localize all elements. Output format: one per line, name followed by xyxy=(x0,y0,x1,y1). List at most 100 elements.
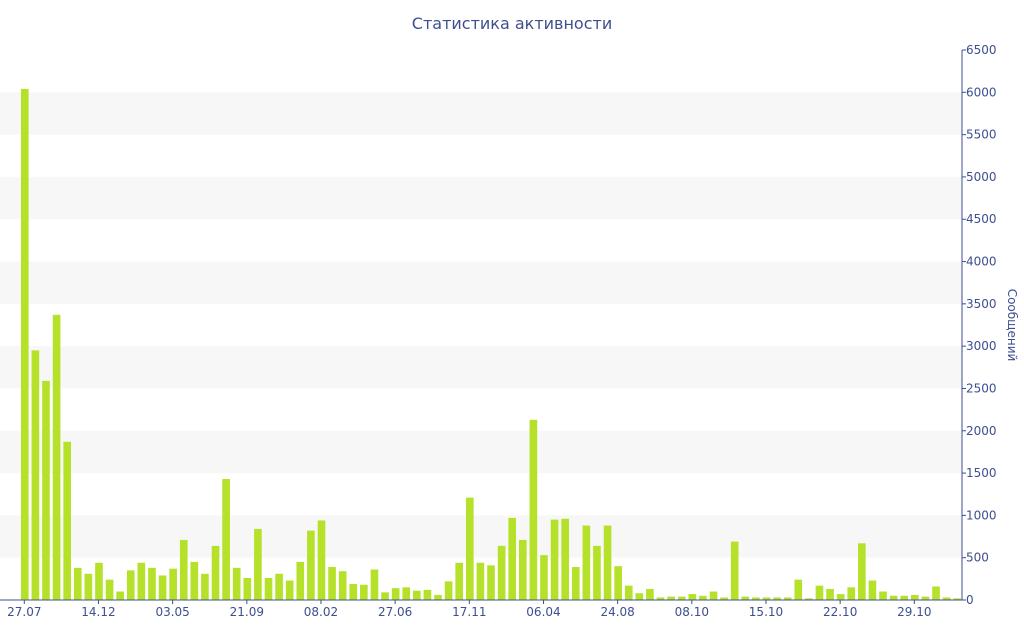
bar xyxy=(360,584,368,600)
y-tick-label: 4000 xyxy=(966,255,997,269)
bar xyxy=(42,380,50,600)
grid-band xyxy=(0,346,962,389)
bar xyxy=(31,350,40,600)
x-tick-label: 22.10 xyxy=(823,605,857,619)
bar xyxy=(317,520,326,600)
bar xyxy=(656,597,665,600)
grid-band xyxy=(0,176,962,220)
bar xyxy=(232,567,241,600)
y-tick-label: 1500 xyxy=(966,466,997,480)
bar xyxy=(285,580,294,600)
y-axis-title: Сообщений xyxy=(1005,289,1019,362)
y-tick-label: 4500 xyxy=(966,212,997,226)
bar xyxy=(497,545,506,600)
bar xyxy=(932,586,940,600)
y-tick-label: 6500 xyxy=(966,43,997,57)
x-tick-label: 24.08 xyxy=(600,605,634,619)
bar xyxy=(582,525,591,600)
bar xyxy=(349,583,358,600)
bar xyxy=(487,565,495,600)
bar xyxy=(179,539,188,600)
x-tick-label: 08.02 xyxy=(304,605,338,619)
bar xyxy=(593,545,601,600)
bar xyxy=(858,543,866,600)
bar xyxy=(709,591,718,600)
x-tick-label: 27.07 xyxy=(7,605,41,619)
bar xyxy=(116,591,124,600)
x-tick-label: 27.06 xyxy=(378,605,412,619)
bar xyxy=(307,530,315,600)
bar xyxy=(243,578,252,600)
bar xyxy=(73,567,82,600)
y-tick-label: 1000 xyxy=(966,508,997,522)
bar xyxy=(571,567,580,600)
x-axis-ticks: 27.07 14.12 03.05 21.09 08.02 27.06 17.11 06.04… xyxy=(7,600,931,619)
bar xyxy=(720,597,728,600)
bar xyxy=(550,519,559,600)
bar xyxy=(688,594,697,600)
y-tick-label: 2000 xyxy=(966,424,997,438)
bar xyxy=(942,597,951,600)
bar xyxy=(105,579,114,600)
bar xyxy=(805,598,813,600)
y-tick-label: 5500 xyxy=(966,128,997,142)
x-tick-label: 15.10 xyxy=(749,605,783,619)
bar xyxy=(254,528,262,600)
bar xyxy=(635,593,644,600)
bar xyxy=(211,545,220,600)
bar xyxy=(63,441,71,600)
bar xyxy=(20,88,29,601)
bar xyxy=(402,587,411,600)
y-tick-label: 0 xyxy=(966,593,974,607)
x-tick-label: 21.09 xyxy=(230,605,264,619)
bar xyxy=(529,419,538,600)
grid-bands xyxy=(0,92,962,558)
bar xyxy=(158,575,167,600)
bar xyxy=(911,594,919,600)
grid-band xyxy=(0,261,962,304)
bar xyxy=(476,562,485,600)
y-tick-label: 2500 xyxy=(966,381,997,395)
bar xyxy=(455,562,464,600)
bar xyxy=(868,580,877,600)
bar xyxy=(762,597,771,600)
bar xyxy=(836,594,845,600)
bar xyxy=(953,598,962,600)
bar xyxy=(84,573,93,600)
bar xyxy=(614,566,622,600)
bar xyxy=(381,592,389,600)
bar xyxy=(328,567,336,600)
bar xyxy=(561,518,569,600)
bar xyxy=(201,573,209,600)
bar xyxy=(137,562,146,600)
bar xyxy=(222,479,230,600)
bar xyxy=(52,314,61,600)
bar xyxy=(826,589,834,600)
bar xyxy=(900,595,909,600)
bar xyxy=(889,595,898,600)
bar xyxy=(413,590,421,600)
bar-series xyxy=(20,88,962,601)
bar xyxy=(773,597,781,600)
bar xyxy=(434,594,442,600)
x-tick-label: 17.11 xyxy=(452,605,486,619)
bar xyxy=(391,588,400,600)
y-axis-ticks: 0 500 1000 1500 2000 2500 3000 3500 4000 4500 5000… xyxy=(962,43,997,607)
bar xyxy=(847,587,856,600)
bar xyxy=(741,596,750,600)
bar xyxy=(275,573,283,600)
bar xyxy=(264,578,273,600)
x-tick-label: 14.12 xyxy=(81,605,115,619)
bar xyxy=(169,568,177,600)
bar xyxy=(508,517,517,600)
y-tick-label: 3500 xyxy=(966,297,997,311)
bar xyxy=(667,596,675,600)
grid-band xyxy=(0,515,962,558)
x-tick-label: 06.04 xyxy=(526,605,560,619)
bar xyxy=(879,591,887,600)
chart-title: Статистика активности xyxy=(411,14,613,33)
grid-band xyxy=(0,430,962,474)
bar xyxy=(370,569,379,600)
